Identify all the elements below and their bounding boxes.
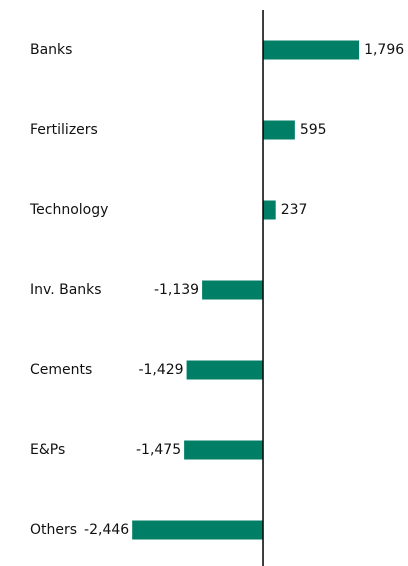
- category-label: Inv. Banks: [30, 282, 102, 298]
- bar: [263, 200, 276, 220]
- category-label: Banks: [30, 42, 72, 58]
- value-label: -1,475: [136, 442, 181, 458]
- value-label: -2,446: [84, 522, 129, 538]
- category-label: Others: [30, 522, 77, 538]
- bar: [186, 360, 264, 380]
- bar: [202, 280, 264, 300]
- category-label: Technology: [29, 202, 108, 218]
- bar: [132, 520, 264, 540]
- bar: [263, 120, 295, 140]
- category-label: E&Ps: [30, 442, 65, 458]
- value-label: 1,796: [364, 42, 404, 58]
- value-label: 595: [300, 122, 327, 138]
- category-label: Cements: [30, 362, 92, 378]
- value-label: -1,429: [138, 362, 183, 378]
- category-label: Fertilizers: [30, 122, 98, 138]
- bar: [184, 440, 264, 460]
- value-label: 237: [281, 202, 308, 218]
- value-label: -1,139: [154, 282, 199, 298]
- bar: [263, 40, 360, 60]
